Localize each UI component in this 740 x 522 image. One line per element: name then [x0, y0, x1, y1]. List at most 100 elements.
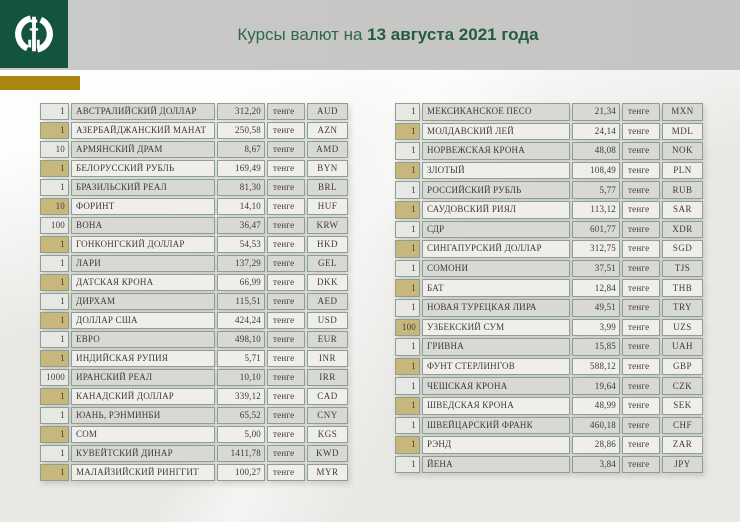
quantity-cell: 1: [40, 445, 69, 462]
rate-cell: 498,10: [217, 331, 265, 348]
unit-cell: тенге: [622, 338, 660, 356]
unit-cell: тенге: [622, 279, 660, 297]
code-cell: MXN: [662, 103, 703, 121]
code-cell: THB: [662, 279, 703, 297]
table-row: 1 МОЛДАВСКИЙ ЛЕЙ 24,14 тенге MDL: [395, 122, 703, 141]
table-row: 1 ИНДИЙСКАЯ РУПИЯ 5,71 тенге INR: [40, 350, 348, 367]
rates-table-left: 1 АВСТРАЛИЙСКИЙ ДОЛЛАР 312,20 тенге AUD …: [40, 103, 348, 481]
rates-table-right: 1 МЕКСИКАНСКОЕ ПЕСО 21,34 тенге MXN 1 МО…: [395, 103, 703, 474]
code-cell: KRW: [307, 217, 348, 234]
code-cell: USD: [307, 312, 348, 329]
quantity-cell: 1: [395, 298, 420, 317]
quantity-cell: 1: [395, 200, 420, 219]
unit-cell: тенге: [622, 298, 660, 317]
code-cell: HKD: [307, 236, 348, 253]
rate-cell: 19,64: [572, 377, 620, 395]
rate-cell: 36,47: [217, 217, 265, 234]
table-row: 1000 ИРАНСКИЙ РЕАЛ 10,10 тенге IRR: [40, 369, 348, 386]
rate-cell: 48,08: [572, 142, 620, 160]
currency-name-cell: ФОРИНТ: [71, 198, 215, 215]
quantity-cell: 1: [395, 377, 420, 395]
quantity-cell: 1000: [40, 369, 69, 386]
rate-cell: 312,20: [217, 103, 265, 120]
currency-name-cell: СИНГАПУРСКИЙ ДОЛЛАР: [422, 240, 570, 258]
rate-cell: 14,10: [217, 198, 265, 215]
quantity-cell: 1: [395, 259, 420, 278]
table-row: 10 АРМЯНСКИЙ ДРАМ 8,67 тенге AMD: [40, 141, 348, 158]
currency-name-cell: ИРАНСКИЙ РЕАЛ: [71, 369, 215, 386]
code-cell: AUD: [307, 103, 348, 120]
currency-name-cell: БЕЛОРУССКИЙ РУБЛЬ: [71, 160, 215, 177]
code-cell: ZAR: [662, 436, 703, 454]
quantity-cell: 100: [40, 217, 69, 234]
rate-cell: 424,24: [217, 312, 265, 329]
quantity-cell: 1: [40, 407, 69, 424]
unit-cell: тенге: [267, 293, 305, 310]
unit-cell: тенге: [622, 318, 660, 337]
code-cell: AMD: [307, 141, 348, 158]
code-cell: NOK: [662, 142, 703, 160]
currency-name-cell: ДОЛЛАР США: [71, 312, 215, 329]
rate-cell: 169,49: [217, 160, 265, 177]
quantity-cell: 1: [40, 122, 69, 139]
table-row: 1 АВСТРАЛИЙСКИЙ ДОЛЛАР 312,20 тенге AUD: [40, 103, 348, 120]
code-cell: GBP: [662, 357, 703, 376]
currency-name-cell: МОЛДАВСКИЙ ЛЕЙ: [422, 122, 570, 141]
quantity-cell: 1: [40, 255, 69, 272]
quantity-cell: 1: [40, 426, 69, 443]
table-row: 1 САУДОВСКИЙ РИЯЛ 113,12 тенге SAR: [395, 200, 703, 219]
table-row: 1 СИНГАПУРСКИЙ ДОЛЛАР 312,75 тенге SGD: [395, 240, 703, 258]
unit-cell: тенге: [267, 274, 305, 291]
quantity-cell: 1: [40, 312, 69, 329]
code-cell: KWD: [307, 445, 348, 462]
unit-cell: тенге: [267, 179, 305, 196]
currency-name-cell: ВОНА: [71, 217, 215, 234]
quantity-cell: 1: [40, 274, 69, 291]
table-row: 1 ЛАРИ 137,29 тенге GEL: [40, 255, 348, 272]
table-row: 1 ДАТСКАЯ КРОНА 66,99 тенге DKK: [40, 274, 348, 291]
currency-name-cell: НОРВЕЖСКАЯ КРОНА: [422, 142, 570, 160]
currency-name-cell: ДАТСКАЯ КРОНА: [71, 274, 215, 291]
currency-name-cell: КАНАДСКИЙ ДОЛЛАР: [71, 388, 215, 405]
currency-name-cell: ЧЕШСКАЯ КРОНА: [422, 377, 570, 395]
rate-cell: 588,12: [572, 357, 620, 376]
rate-cell: 250,58: [217, 122, 265, 139]
unit-cell: тенге: [267, 464, 305, 481]
quantity-cell: 1: [395, 240, 420, 258]
currency-name-cell: ШВЕЙЦАРСКИЙ ФРАНК: [422, 416, 570, 435]
quantity-cell: 1: [395, 103, 420, 121]
rate-cell: 460,18: [572, 416, 620, 435]
currency-name-cell: МЕКСИКАНСКОЕ ПЕСО: [422, 103, 570, 121]
table-row: 1 БЕЛОРУССКИЙ РУБЛЬ 169,49 тенге BYN: [40, 160, 348, 177]
table-row: 1 ДИРХАМ 115,51 тенге AED: [40, 293, 348, 310]
page-title-regular: Курсы валют на: [237, 25, 368, 44]
table-row: 100 УЗБЕКСКИЙ СУМ 3,99 тенге UZS: [395, 318, 703, 337]
table-row: 1 СОМОНИ 37,51 тенге TJS: [395, 259, 703, 278]
code-cell: SEK: [662, 396, 703, 415]
currency-name-cell: ЗЛОТЫЙ: [422, 161, 570, 180]
rate-cell: 8,67: [217, 141, 265, 158]
currency-name-cell: БРАЗИЛЬСКИЙ РЕАЛ: [71, 179, 215, 196]
page-title: Курсы валют на 13 августа 2021 года: [0, 0, 740, 70]
quantity-cell: 1: [395, 455, 420, 474]
unit-cell: тенге: [622, 357, 660, 376]
currency-name-cell: ШВЕДСКАЯ КРОНА: [422, 396, 570, 415]
quantity-cell: 1: [395, 436, 420, 454]
rate-cell: 3,99: [572, 318, 620, 337]
rate-cell: 49,51: [572, 298, 620, 317]
unit-cell: тенге: [622, 103, 660, 121]
rate-cell: 100,27: [217, 464, 265, 481]
quantity-cell: 1: [395, 161, 420, 180]
rate-cell: 81,30: [217, 179, 265, 196]
quantity-cell: 1: [40, 160, 69, 177]
unit-cell: тенге: [267, 255, 305, 272]
table-row: 1 МЕКСИКАНСКОЕ ПЕСО 21,34 тенге MXN: [395, 103, 703, 121]
bank-emblem-icon: [15, 15, 53, 53]
table-row: 1 КАНАДСКИЙ ДОЛЛАР 339,12 тенге CAD: [40, 388, 348, 405]
rate-cell: 339,12: [217, 388, 265, 405]
unit-cell: тенге: [267, 141, 305, 158]
unit-cell: тенге: [267, 407, 305, 424]
table-row: 10 ФОРИНТ 14,10 тенге HUF: [40, 198, 348, 215]
unit-cell: тенге: [267, 388, 305, 405]
